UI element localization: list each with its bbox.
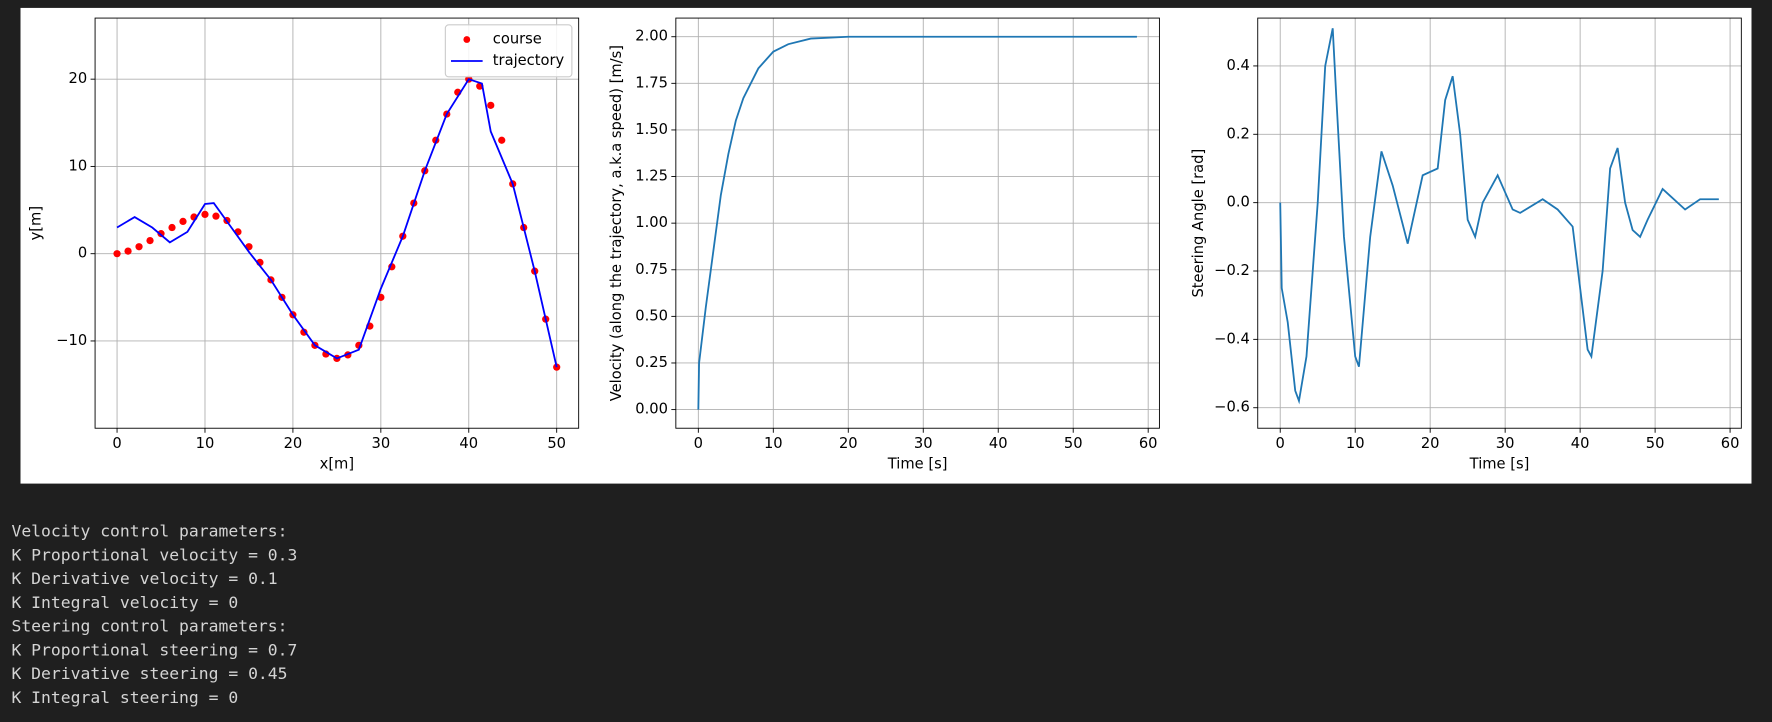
x-tick-label: 10 xyxy=(764,435,783,452)
x-tick-label: 40 xyxy=(459,435,478,452)
course-point xyxy=(113,250,121,258)
y-tick-label: 10 xyxy=(68,157,87,174)
x-tick-label: 60 xyxy=(1721,435,1740,452)
y-tick-label: 2.00 xyxy=(635,28,668,45)
legend-label: course xyxy=(493,31,542,48)
legend-label: trajectory xyxy=(493,52,565,69)
y-axis-label: Steering Angle [rad] xyxy=(1190,149,1207,298)
data-line xyxy=(1279,28,1719,405)
y-tick-label: −0.2 xyxy=(1214,262,1250,279)
course-point xyxy=(168,223,176,232)
course-point xyxy=(212,212,220,220)
y-tick-label: −10 xyxy=(56,332,87,349)
course-point xyxy=(124,247,132,255)
output-line: K Integral velocity = 0 xyxy=(11,593,238,612)
figure-background xyxy=(20,7,1752,484)
x-tick-label: 40 xyxy=(1571,435,1590,452)
course-point xyxy=(146,236,154,245)
x-tick-label: 50 xyxy=(1064,435,1083,452)
course-point xyxy=(498,136,506,144)
y-tick-label: 0.2 xyxy=(1226,125,1249,142)
x-tick-label: 10 xyxy=(1346,435,1365,452)
axes-frame xyxy=(675,17,1160,429)
output-line: K Proportional velocity = 0.3 xyxy=(11,545,297,564)
output-line: Steering control parameters: xyxy=(11,617,287,636)
output-line: K Proportional steering = 0.7 xyxy=(11,640,297,659)
y-tick-label: 0.25 xyxy=(635,354,668,371)
y-tick-label: 0.00 xyxy=(635,401,668,418)
legend-marker xyxy=(463,36,471,43)
y-tick-label: 0.50 xyxy=(635,307,668,324)
course-point xyxy=(179,217,187,226)
x-tick-label: 50 xyxy=(1646,435,1665,452)
x-tick-label: 20 xyxy=(1421,435,1440,452)
x-tick-label: 0 xyxy=(1276,435,1285,452)
y-tick-label: 0.0 xyxy=(1226,194,1249,211)
output-line: K Derivative steering = 0.45 xyxy=(11,664,287,683)
output-line: K Derivative velocity = 0.1 xyxy=(11,569,277,588)
data-line xyxy=(697,35,1137,410)
x-tick-label: 0 xyxy=(694,435,703,452)
course-point xyxy=(135,243,143,251)
axes-frame xyxy=(1257,17,1742,429)
y-tick-label: 0.75 xyxy=(635,261,668,278)
y-tick-label: 1.50 xyxy=(635,121,668,138)
output-line: K Integral steering = 0 xyxy=(11,688,238,707)
x-tick-label: 40 xyxy=(989,435,1008,452)
legend-box xyxy=(444,24,573,78)
x-tick-label: 30 xyxy=(372,435,391,452)
course-point xyxy=(487,101,495,109)
y-tick-label: 1.75 xyxy=(635,74,668,91)
y-axis-label: y[m] xyxy=(27,206,44,240)
x-tick-label: 50 xyxy=(547,435,566,452)
x-tick-label: 20 xyxy=(284,435,303,452)
y-tick-label: 0 xyxy=(78,245,87,262)
y-tick-label: −0.6 xyxy=(1214,399,1250,416)
x-axis-label: Time [s] xyxy=(887,455,948,472)
data-line xyxy=(116,78,558,368)
x-axis-label: x[m] xyxy=(320,455,354,472)
y-tick-label: 20 xyxy=(68,70,87,87)
x-tick-label: 30 xyxy=(914,435,933,452)
x-tick-label: 10 xyxy=(196,435,215,452)
axes-frame xyxy=(94,17,580,429)
y-axis-label: Velocity (along the trajectory, a.k.a sp… xyxy=(608,45,625,401)
y-tick-label: 1.25 xyxy=(635,168,668,185)
course-point xyxy=(201,210,209,219)
y-tick-label: 1.00 xyxy=(635,214,668,231)
x-tick-label: 0 xyxy=(112,435,121,452)
x-tick-label: 30 xyxy=(1496,435,1515,452)
x-tick-label: 20 xyxy=(839,435,858,452)
x-axis-label: Time [s] xyxy=(1469,455,1530,472)
output-line: Velocity control parameters: xyxy=(11,522,287,541)
y-tick-label: −0.4 xyxy=(1214,330,1250,347)
x-tick-label: 60 xyxy=(1139,435,1158,452)
y-tick-label: 0.4 xyxy=(1226,57,1249,74)
